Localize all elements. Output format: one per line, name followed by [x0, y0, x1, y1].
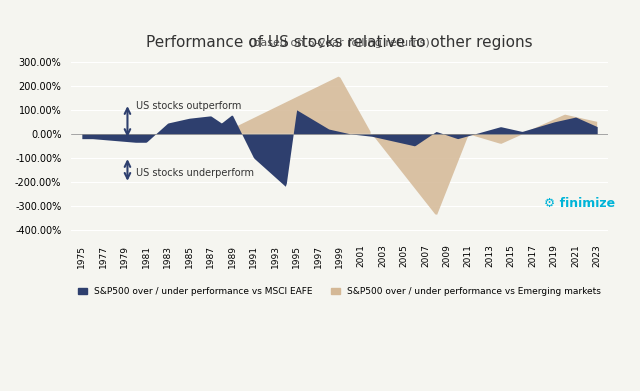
Text: US stocks underperform: US stocks underperform — [136, 169, 253, 178]
Legend: S&P500 over / under performance vs MSCI EAFE, S&P500 over / under performance vs: S&P500 over / under performance vs MSCI … — [74, 283, 605, 300]
Text: ⚙ finimize: ⚙ finimize — [543, 197, 614, 210]
Text: US stocks outperform: US stocks outperform — [136, 101, 241, 111]
Text: (based on 5-year rolling returns): (based on 5-year rolling returns) — [249, 38, 430, 48]
Title: Performance of US stocks relative to other regions: Performance of US stocks relative to oth… — [146, 34, 533, 50]
